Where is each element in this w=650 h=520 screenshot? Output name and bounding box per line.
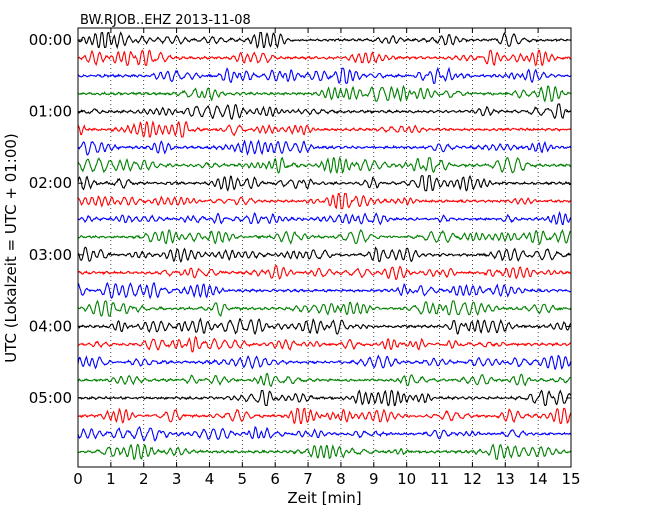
x-tick-label: 1	[106, 470, 116, 488]
x-tick-label: 14	[529, 470, 548, 488]
trace-03:30	[77, 281, 571, 300]
trace-01:45	[77, 156, 572, 175]
trace-05:30	[77, 426, 572, 442]
trace-02:30	[77, 210, 572, 226]
y-tick-label: 03:00	[29, 246, 72, 264]
x-tick-label: 9	[369, 470, 379, 488]
plot-frame	[77, 27, 572, 468]
x-tick-label: 5	[238, 470, 248, 488]
trace-00:15	[77, 49, 571, 67]
x-tick-label: 7	[303, 470, 313, 488]
x-axis-label: Zeit [min]	[287, 489, 361, 507]
x-tick-label: 12	[463, 470, 482, 488]
trace-02:15	[77, 193, 572, 210]
y-tick-label: 05:00	[29, 389, 72, 407]
x-tick-label: 8	[336, 470, 346, 488]
trace-00:00	[77, 31, 572, 50]
x-tick-label: 2	[139, 470, 149, 488]
x-axis-ticks: 0 1 2 3 4 5 6 7 8 9 10 11 12 13 14 15	[73, 28, 581, 488]
trace-04:15	[77, 335, 571, 353]
trace-03:45	[78, 299, 572, 318]
grid-lines	[110, 28, 539, 467]
trace-00:45	[77, 84, 572, 103]
chart-title: BW.RJOB..EHZ 2013-11-08	[80, 13, 251, 28]
trace-05:45	[77, 443, 572, 460]
trace-05:00	[77, 389, 572, 407]
y-axis-ticks: 00:00 01:00 02:00 03:00 04:00 05:00	[29, 31, 571, 407]
x-tick-label: 11	[430, 470, 449, 488]
trace-00:30	[77, 66, 572, 84]
trace-02:00	[77, 175, 571, 192]
trace-05:15	[77, 407, 572, 425]
y-tick-label: 00:00	[29, 31, 72, 49]
y-tick-label: 04:00	[29, 317, 72, 335]
x-tick-label: 0	[73, 470, 83, 488]
y-tick-label: 02:00	[29, 174, 72, 192]
trace-02:45	[77, 228, 571, 246]
x-tick-label: 3	[172, 470, 182, 488]
trace-01:30	[77, 139, 572, 156]
trace-04:30	[77, 354, 572, 370]
seismogram-traces	[77, 31, 572, 460]
trace-01:15	[77, 120, 572, 138]
trace-04:00	[77, 317, 572, 336]
x-tick-label: 15	[561, 470, 580, 488]
trace-04:45	[77, 372, 571, 387]
x-tick-label: 6	[270, 470, 280, 488]
x-tick-label: 13	[496, 470, 515, 488]
trace-01:00	[77, 103, 572, 120]
x-tick-label: 4	[205, 470, 215, 488]
y-tick-label: 01:00	[29, 103, 72, 121]
trace-03:00	[77, 246, 571, 264]
y-axis-label: UTC (Lokalzeit = UTC + 01:00)	[2, 133, 20, 363]
trace-03:15	[77, 264, 571, 280]
x-tick-label: 10	[397, 470, 416, 488]
